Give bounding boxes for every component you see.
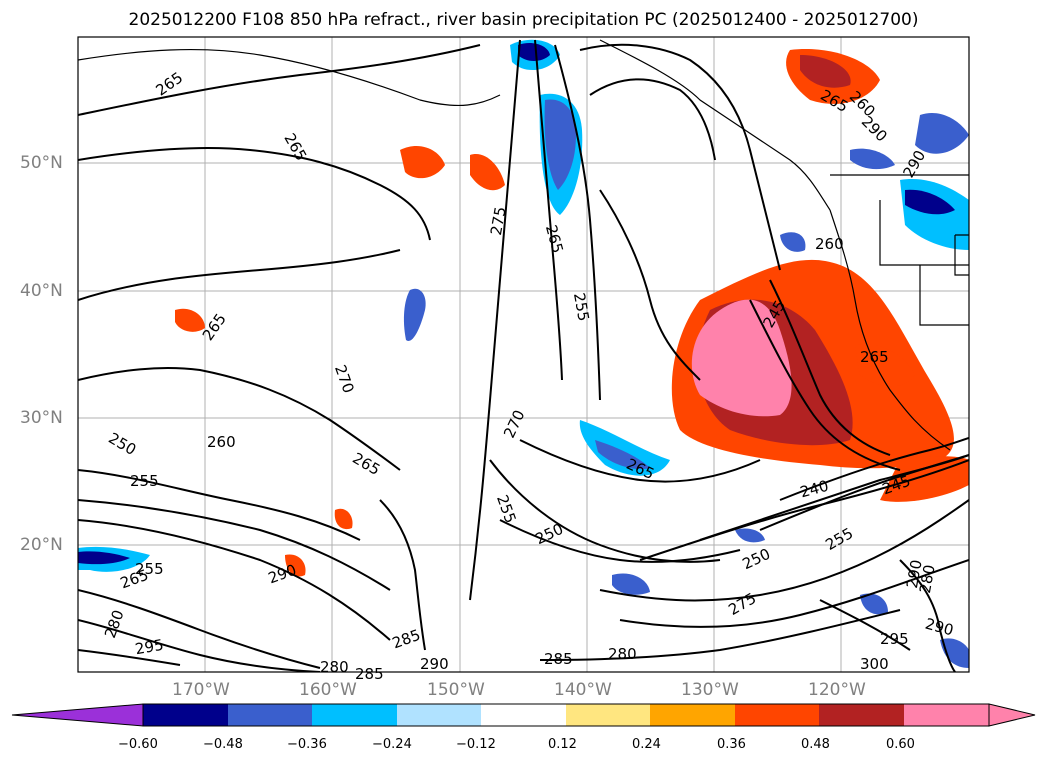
colorbar-tick: −0.60 xyxy=(118,737,158,752)
lon-label: 130°W xyxy=(681,680,739,700)
lat-label: 20°N xyxy=(20,535,63,555)
colorbar-tick: 0.24 xyxy=(632,737,661,752)
map-title: 2025012200 F108 850 hPa refract., river … xyxy=(128,10,919,30)
lon-label: 170°W xyxy=(172,680,230,700)
lat-label: 30°N xyxy=(20,408,63,428)
coastlines xyxy=(78,39,969,451)
lon-label: 150°W xyxy=(427,680,485,700)
colorbar-tick: −0.48 xyxy=(203,737,243,752)
colorbar-tick: −0.12 xyxy=(456,737,496,752)
colorbar-tick: −0.36 xyxy=(287,737,327,752)
gridlines xyxy=(78,37,969,672)
lat-label: 50°N xyxy=(20,153,63,173)
colorbar xyxy=(11,703,1036,727)
lon-label: 140°W xyxy=(554,680,612,700)
precip-negative-fields xyxy=(78,39,969,668)
lon-label: 160°W xyxy=(299,680,357,700)
colorbar-tick: 0.48 xyxy=(801,737,830,752)
colorbar-tick: −0.24 xyxy=(372,737,412,752)
refractivity-contours xyxy=(78,39,969,672)
colorbar-tick: 0.60 xyxy=(886,737,915,752)
lon-label: 120°W xyxy=(808,680,866,700)
lat-label: 40°N xyxy=(20,281,63,301)
colorbar-tick: 0.12 xyxy=(548,737,577,752)
plot-frame xyxy=(77,36,970,673)
precip-positive-fields xyxy=(175,49,969,577)
colorbar-tick: 0.36 xyxy=(717,737,746,752)
